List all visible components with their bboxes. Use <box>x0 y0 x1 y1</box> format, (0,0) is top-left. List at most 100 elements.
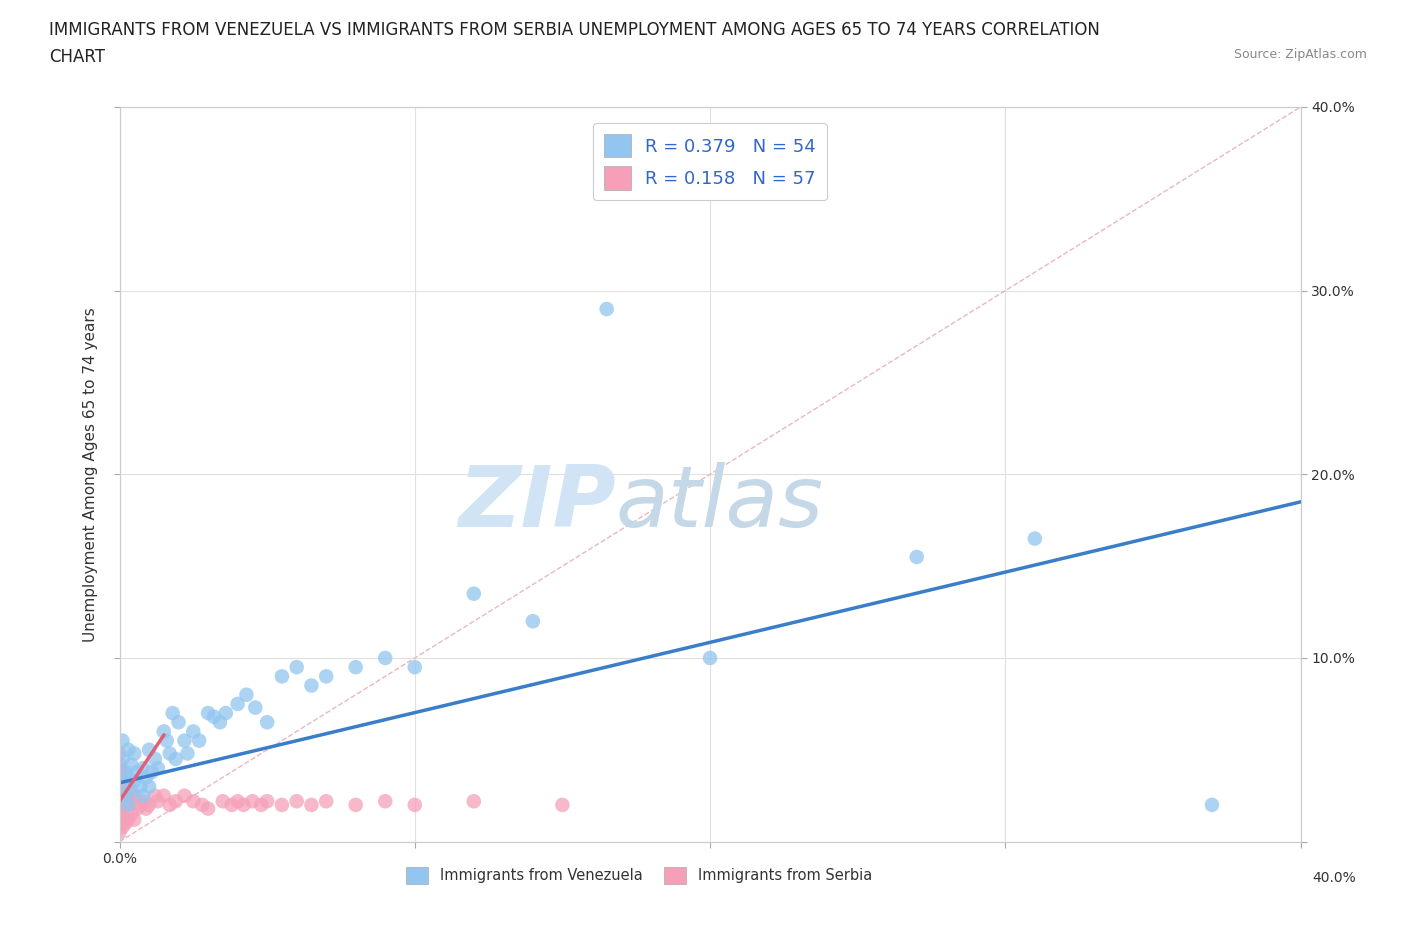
Point <box>270 798 294 813</box>
Point <box>141 764 163 779</box>
Point <box>124 812 146 827</box>
Point <box>108 806 131 821</box>
Point <box>1201 798 1223 813</box>
Point <box>108 776 131 790</box>
Point <box>173 733 195 748</box>
Point <box>108 764 131 779</box>
Point <box>114 764 136 779</box>
Point <box>301 798 323 813</box>
Point <box>108 825 131 840</box>
Point <box>156 733 179 748</box>
Point <box>143 789 166 804</box>
Point <box>124 746 146 761</box>
Point <box>111 751 134 766</box>
Point <box>404 659 426 674</box>
Point <box>132 761 155 776</box>
Point <box>108 783 131 798</box>
Point <box>551 798 574 813</box>
Point <box>344 659 367 674</box>
Point <box>146 761 169 776</box>
Text: Source: ZipAtlas.com: Source: ZipAtlas.com <box>1233 48 1367 61</box>
Point <box>111 806 134 821</box>
Point <box>111 764 134 779</box>
Point <box>522 614 544 629</box>
Point <box>108 789 131 804</box>
Point <box>463 586 485 601</box>
Point <box>173 789 195 804</box>
Point <box>108 816 131 830</box>
Point <box>208 715 231 730</box>
Point <box>235 687 257 702</box>
Point <box>117 794 139 809</box>
Point <box>699 651 721 666</box>
Point <box>114 798 136 813</box>
Point <box>135 801 157 816</box>
Point <box>111 779 134 794</box>
Point <box>301 678 323 693</box>
Point <box>120 783 142 798</box>
Point <box>285 659 308 674</box>
Point <box>117 812 139 827</box>
Point <box>256 794 278 809</box>
Point <box>153 724 174 739</box>
Point <box>215 706 238 721</box>
Point <box>226 697 249 711</box>
Point <box>120 789 142 804</box>
Point <box>117 798 139 813</box>
Point <box>250 798 273 813</box>
Point <box>127 764 149 779</box>
Point <box>111 779 134 794</box>
Point <box>191 798 214 813</box>
Point <box>232 798 254 813</box>
Text: ZIP: ZIP <box>458 462 616 545</box>
Point <box>167 715 190 730</box>
Point <box>135 770 157 785</box>
Point <box>165 751 187 766</box>
Point <box>138 742 160 757</box>
Point <box>404 798 426 813</box>
Point <box>117 742 139 757</box>
Point <box>127 801 149 816</box>
Point <box>138 779 160 794</box>
Point <box>108 746 131 761</box>
Point <box>129 779 152 794</box>
Point <box>138 798 160 813</box>
Point <box>159 746 181 761</box>
Point <box>242 794 264 809</box>
Point <box>226 794 249 809</box>
Point <box>124 789 146 804</box>
Point <box>315 794 337 809</box>
Point <box>374 794 396 809</box>
Point <box>111 794 134 809</box>
Point <box>111 819 134 834</box>
Point <box>120 806 142 821</box>
Point <box>188 733 211 748</box>
Point <box>129 798 152 813</box>
Point <box>374 651 396 666</box>
Point <box>256 715 278 730</box>
Point <box>162 706 184 721</box>
Point <box>596 301 619 316</box>
Point <box>176 746 198 761</box>
Text: CHART: CHART <box>49 48 105 66</box>
Point <box>146 794 169 809</box>
Point <box>132 794 155 809</box>
Point <box>197 706 219 721</box>
Point <box>143 751 166 766</box>
Point <box>183 794 205 809</box>
Point <box>165 794 187 809</box>
Point <box>114 816 136 830</box>
Point <box>111 733 134 748</box>
Point <box>221 798 243 813</box>
Point <box>344 798 367 813</box>
Text: IMMIGRANTS FROM VENEZUELA VS IMMIGRANTS FROM SERBIA UNEMPLOYMENT AMONG AGES 65 T: IMMIGRANTS FROM VENEZUELA VS IMMIGRANTS … <box>49 21 1099 39</box>
Point <box>108 794 131 809</box>
Point <box>108 770 131 785</box>
Point <box>117 770 139 785</box>
Point <box>114 789 136 804</box>
Point <box>114 779 136 794</box>
Point <box>132 789 155 804</box>
Point <box>245 700 267 715</box>
Point <box>463 794 485 809</box>
Point <box>211 794 233 809</box>
